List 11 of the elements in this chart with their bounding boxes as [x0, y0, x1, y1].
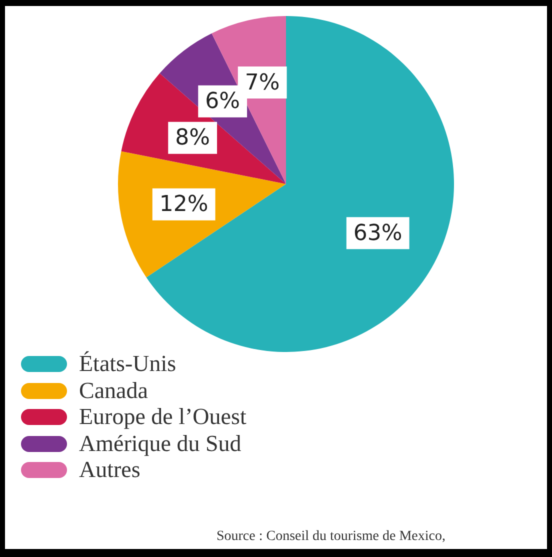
legend-label: Autres	[79, 457, 140, 484]
legend-label: Amérique du Sud	[79, 430, 242, 457]
data-label: 8%	[175, 126, 210, 151]
source-note: Source : Conseil du tourisme de Mexico,	[215, 529, 447, 545]
legend-label: Canada	[79, 378, 148, 404]
data-label: 6%	[205, 89, 240, 114]
data-label: 12%	[159, 192, 208, 218]
legend-label: Europe de l’Ouest	[79, 404, 246, 430]
data-label: 7%	[244, 70, 280, 96]
legend-label: États-Unis	[79, 351, 176, 378]
data-label: 63%	[353, 220, 402, 246]
